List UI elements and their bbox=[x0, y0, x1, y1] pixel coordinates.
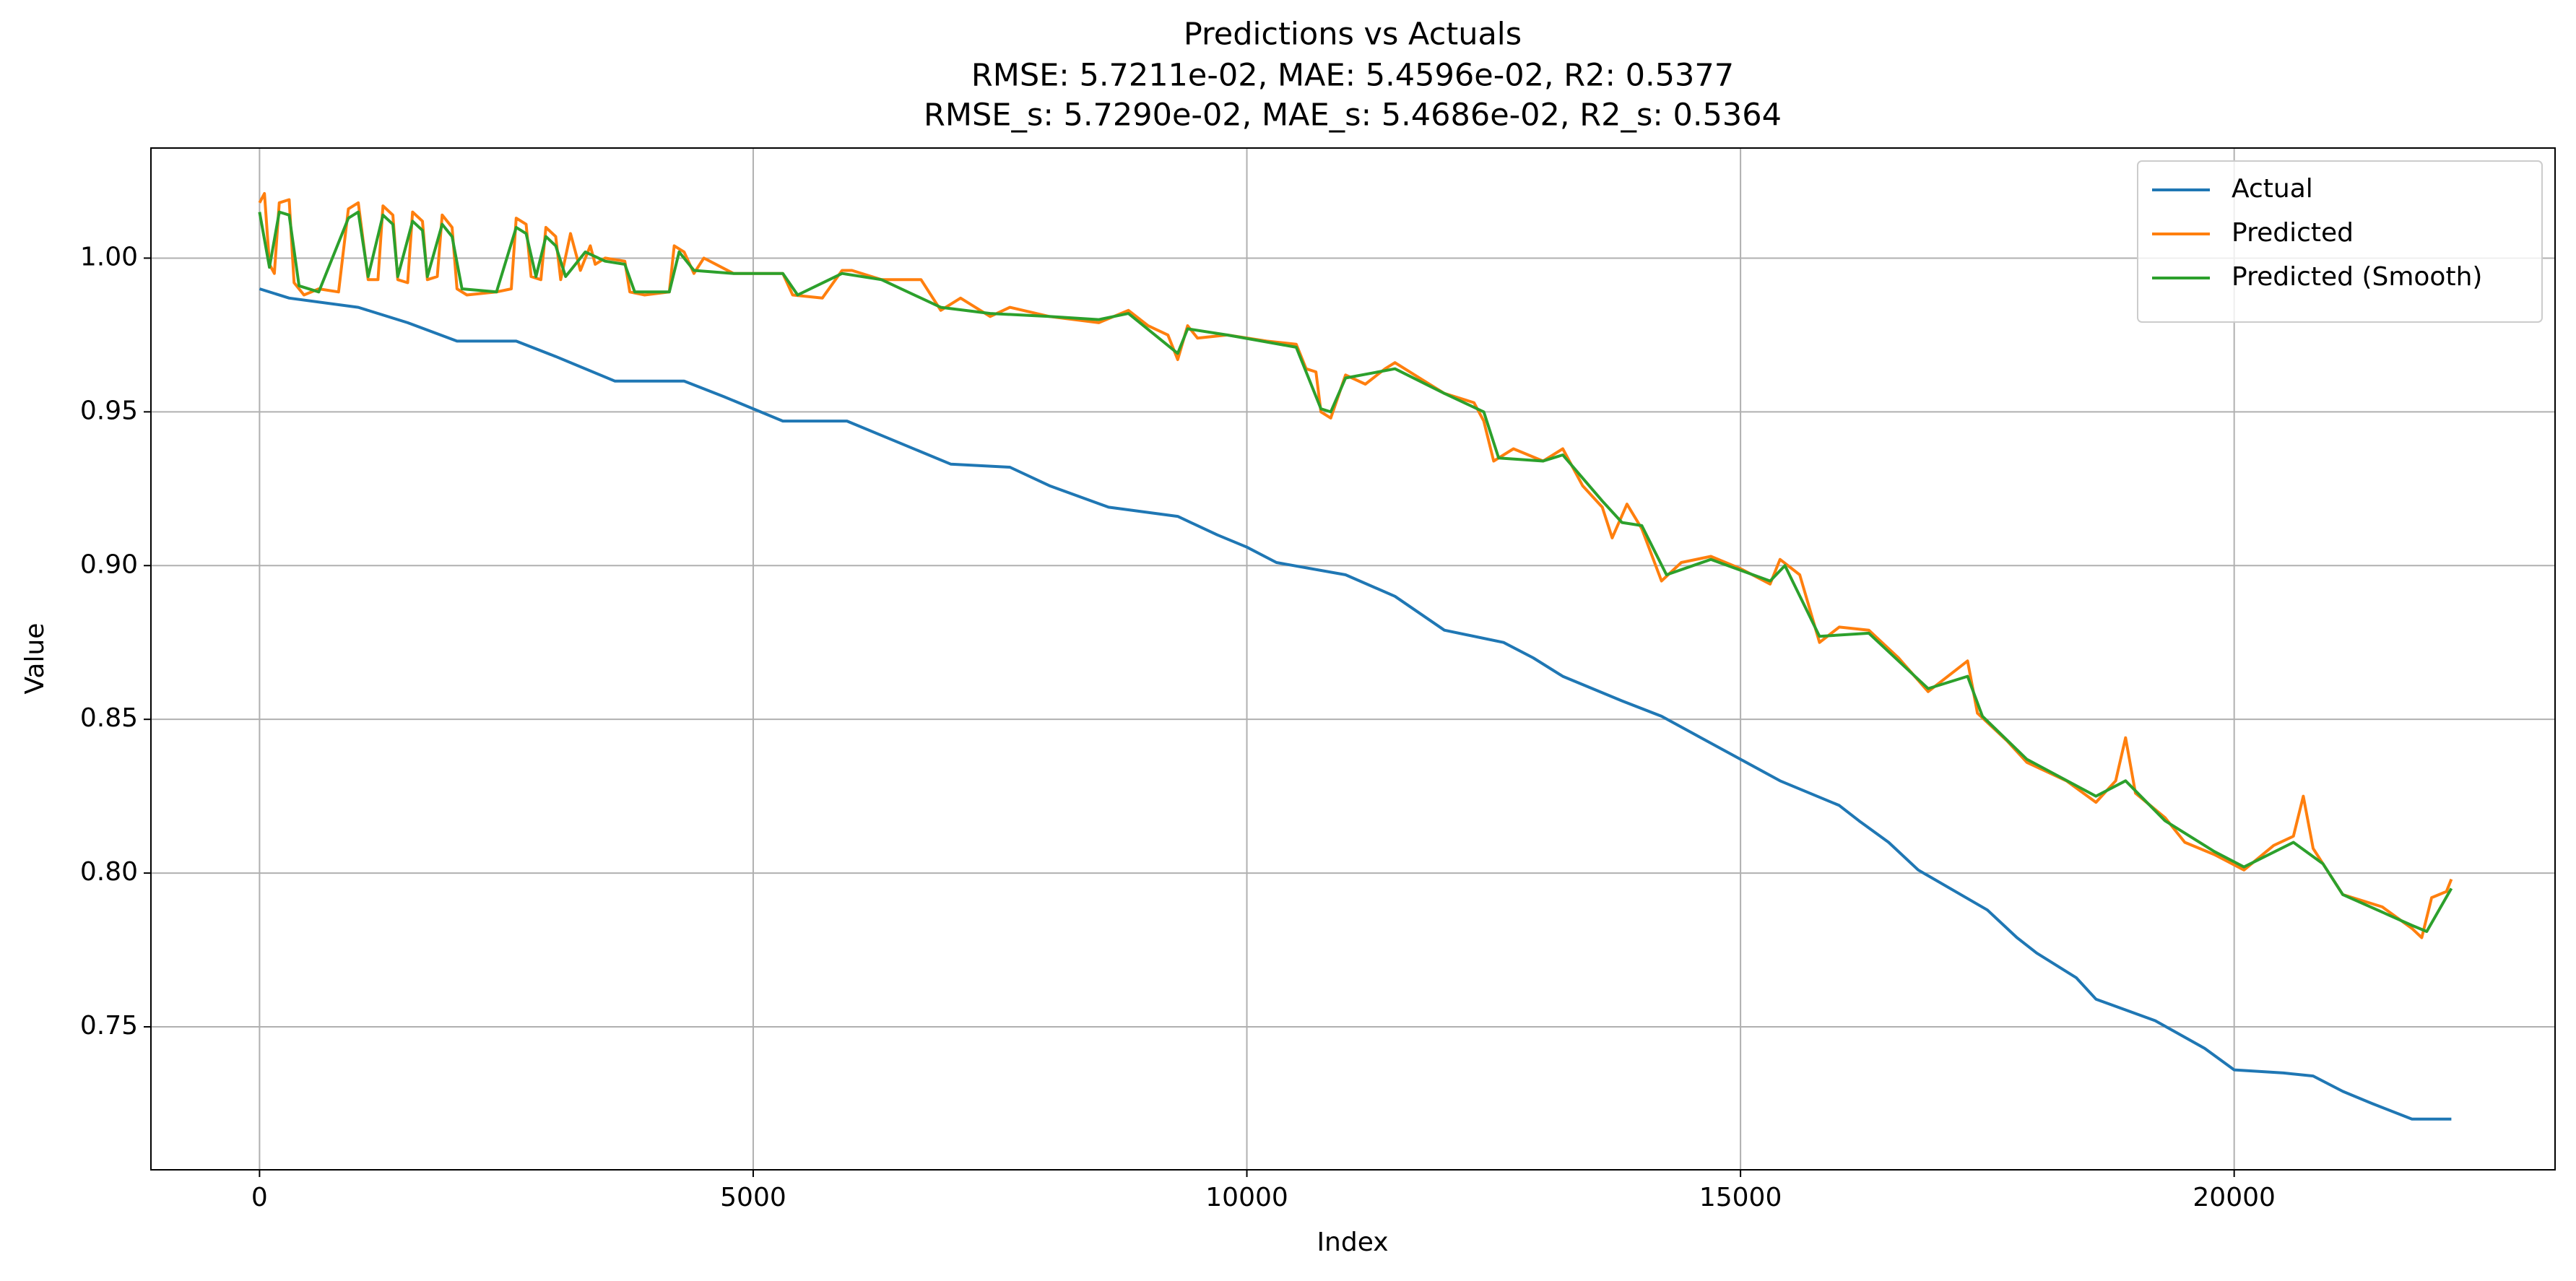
x-tick-label: 5000 bbox=[720, 1183, 786, 1212]
y-tick-label: 0.75 bbox=[80, 1011, 138, 1041]
chart-subtitle: RMSE: 5.7211e-02, MAE: 5.4596e-02, R2: 0… bbox=[971, 58, 1734, 94]
x-tick-label: 0 bbox=[251, 1183, 268, 1212]
data-line bbox=[259, 287, 2452, 1121]
data-line bbox=[258, 210, 2453, 933]
y-tick-label: 0.95 bbox=[80, 396, 138, 425]
y-tick-label: 1.00 bbox=[80, 242, 138, 272]
x-tick-label: 10000 bbox=[1205, 1183, 1288, 1212]
legend-label: Actual bbox=[2232, 174, 2313, 204]
legend-box bbox=[2137, 160, 2543, 323]
chart-subtitle: RMSE_s: 5.7290e-02, MAE_s: 5.4686e-02, R… bbox=[924, 97, 1782, 134]
y-axis-label: Value bbox=[20, 623, 50, 695]
x-tick-label: 15000 bbox=[1699, 1183, 1782, 1212]
x-axis-label: Index bbox=[1317, 1228, 1388, 1257]
legend-label: Predicted (Smooth) bbox=[2232, 262, 2482, 292]
y-tick-label: 0.90 bbox=[80, 550, 138, 579]
chart-title: Predictions vs Actuals bbox=[1184, 17, 1522, 53]
y-tick-label: 0.80 bbox=[80, 857, 138, 887]
x-tick-label: 20000 bbox=[2193, 1183, 2276, 1212]
legend-label: Predicted bbox=[2232, 218, 2354, 248]
y-tick-label: 0.85 bbox=[80, 703, 138, 733]
plot-frame bbox=[150, 147, 2556, 1171]
